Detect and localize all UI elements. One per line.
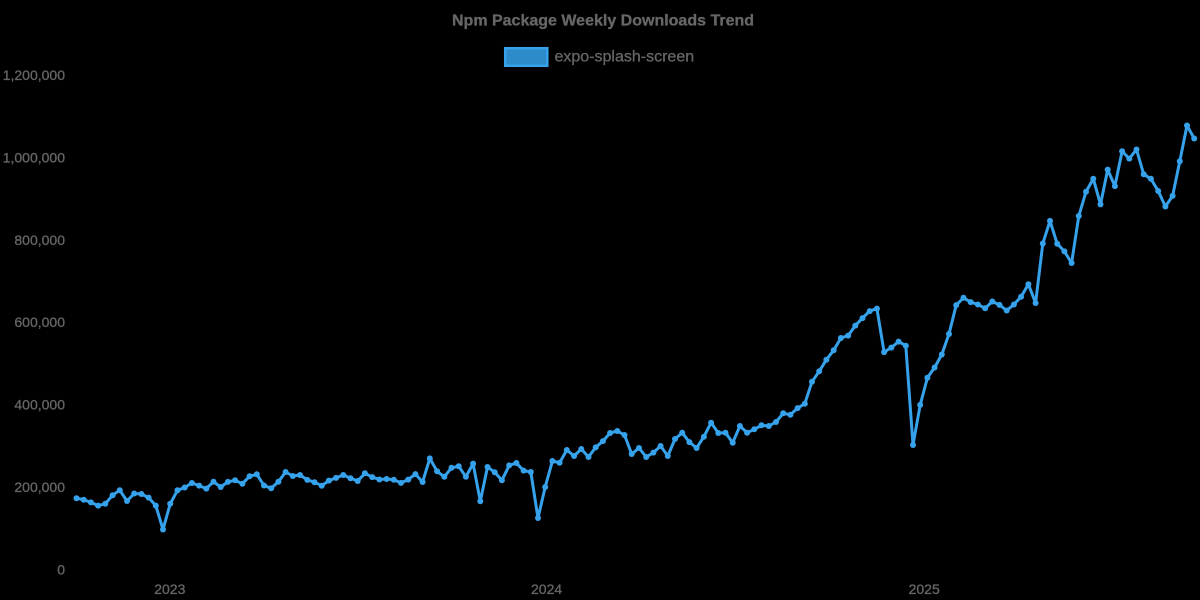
svg-text:800,000: 800,000 xyxy=(14,232,65,248)
svg-text:0: 0 xyxy=(57,561,65,577)
svg-text:2023: 2023 xyxy=(154,581,185,597)
svg-text:200,000: 200,000 xyxy=(14,479,65,495)
svg-text:expo-splash-screen: expo-splash-screen xyxy=(555,49,695,66)
svg-text:2024: 2024 xyxy=(531,581,562,597)
svg-text:2025: 2025 xyxy=(909,581,940,597)
svg-text:Npm Package Weekly Downloads T: Npm Package Weekly Downloads Trend xyxy=(452,13,754,30)
svg-text:1,000,000: 1,000,000 xyxy=(3,149,65,165)
svg-text:1,200,000: 1,200,000 xyxy=(3,67,65,83)
svg-text:400,000: 400,000 xyxy=(14,397,65,413)
svg-text:600,000: 600,000 xyxy=(14,314,65,330)
